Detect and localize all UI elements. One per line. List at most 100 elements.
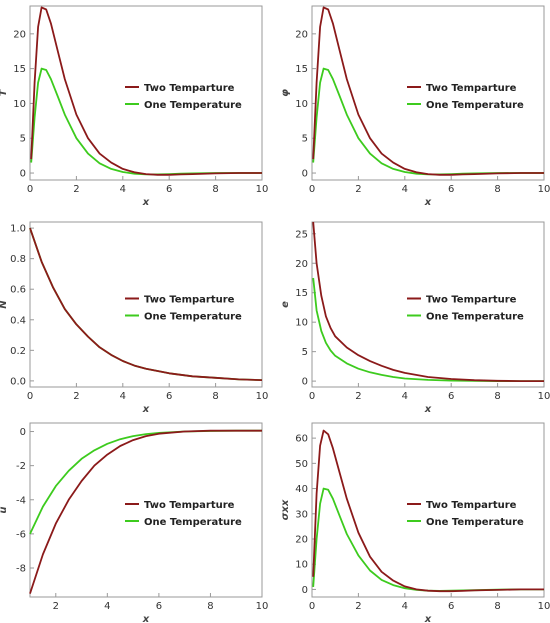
y-tick-label: 60 — [295, 434, 308, 445]
plot-frame — [311, 221, 545, 388]
x-tick-label: 8 — [212, 184, 218, 195]
legend-label-two: Two Temparture — [426, 295, 517, 306]
x-tick-label: 6 — [448, 601, 454, 612]
y-tick-label: 5 — [20, 134, 26, 145]
x-tick-label: 6 — [166, 184, 172, 195]
x-tick-label: 6 — [166, 391, 172, 402]
y-tick-label: 10 — [295, 99, 308, 110]
chart-panel-4: 0 2 4 6 8 10 0 5 10 15 20 25 x e Two Temparture One Tem… — [280, 221, 550, 415]
y-tick-label: 10 — [13, 99, 26, 110]
x-tick-label: 2 — [355, 184, 361, 195]
x-tick-label: 6 — [156, 601, 162, 612]
legend: Two Temparture One Temperature — [407, 83, 524, 111]
y-tick-label: 10 — [295, 560, 308, 571]
y-axis-label: e — [280, 301, 291, 308]
x-tick-label: 10 — [538, 184, 550, 195]
x-tick-label: 0 — [309, 184, 315, 195]
legend-label-one: One Temperature — [144, 517, 242, 528]
x-axis-label: x — [142, 197, 150, 208]
y-axis-label: N — [0, 300, 9, 309]
x-tick-label: 2 — [73, 184, 79, 195]
x-tick-label: 4 — [402, 184, 408, 195]
y-tick-label: 20 — [295, 29, 308, 40]
y-tick-label: 20 — [295, 259, 308, 270]
series-line-two-temperature — [29, 227, 263, 381]
x-tick-label: 4 — [120, 184, 126, 195]
x-tick-label: 10 — [256, 601, 269, 612]
chart-panel-5: 2 4 6 8 10 -8 -6 -4 -2 0 x u Two Temparture One Tempe… — [0, 422, 269, 623]
x-tick-label: 2 — [53, 601, 59, 612]
legend-label-one: One Temperature — [426, 312, 524, 323]
series-line-one-temperature — [312, 277, 544, 383]
series-line-two-temperature — [312, 429, 544, 593]
x-tick-label: 4 — [402, 601, 408, 612]
legend: Two Temparture One Temperature — [125, 83, 242, 111]
x-tick-label: 0 — [27, 391, 33, 402]
x-tick-label: 6 — [448, 391, 454, 402]
y-tick-label: 0 — [302, 377, 308, 388]
plot-frame — [311, 422, 545, 598]
y-tick-label: -8 — [16, 564, 26, 575]
y-tick-label: 0 — [20, 169, 26, 180]
plot-frame — [29, 422, 263, 598]
y-tick-label: -4 — [16, 495, 26, 506]
y-tick-label: 0.4 — [10, 315, 26, 326]
x-tick-label: 10 — [256, 391, 269, 402]
x-tick-label: 8 — [494, 184, 500, 195]
x-tick-label: 2 — [355, 391, 361, 402]
legend: Two Temparture One Temperature — [407, 295, 524, 323]
legend-label-one: One Temperature — [144, 100, 242, 111]
y-tick-label: 0 — [302, 585, 308, 596]
y-tick-label: 0.6 — [10, 285, 26, 296]
y-tick-label: 1.0 — [10, 224, 26, 235]
y-tick-label: 10 — [295, 318, 308, 329]
y-tick-label: 0.2 — [10, 346, 26, 357]
y-tick-label: 20 — [13, 29, 26, 40]
x-tick-label: 6 — [448, 184, 454, 195]
legend-label-one: One Temperature — [144, 312, 242, 323]
x-tick-label: 0 — [27, 184, 33, 195]
plot-frame — [29, 221, 263, 388]
x-tick-label: 8 — [494, 601, 500, 612]
y-tick-label: 15 — [295, 288, 308, 299]
x-axis-label: x — [142, 614, 150, 623]
x-tick-label: 4 — [120, 391, 126, 402]
series-line-two-temperature — [30, 6, 262, 176]
y-tick-label: -2 — [16, 461, 26, 472]
y-axis-label: σxx — [280, 499, 291, 520]
x-tick-label: 2 — [73, 391, 79, 402]
x-tick-label: 10 — [538, 391, 550, 402]
y-tick-label: 15 — [13, 64, 26, 75]
x-axis-label: x — [424, 197, 432, 208]
y-tick-label: 30 — [295, 509, 308, 520]
y-tick-label: 0 — [302, 169, 308, 180]
legend-label-one: One Temperature — [426, 517, 524, 528]
y-tick-label: 5 — [302, 347, 308, 358]
legend: Two Temparture One Temperature — [125, 295, 242, 323]
x-axis-label: x — [424, 404, 432, 415]
y-tick-label: 5 — [302, 134, 308, 145]
legend-label-two: Two Temparture — [144, 83, 235, 94]
y-tick-label: 0 — [20, 427, 26, 438]
series-line-two-temperature — [29, 429, 262, 594]
y-axis-label: T — [0, 88, 9, 96]
x-axis-label: x — [424, 614, 432, 623]
x-tick-label: 4 — [104, 601, 110, 612]
x-tick-label: 2 — [355, 601, 361, 612]
x-axis-label: x — [142, 404, 150, 415]
y-tick-label: 0.8 — [10, 254, 26, 265]
chart-panel-6: 0 2 4 6 8 10 0 10 20 30 40 50 60 x σxx Two Temparture On… — [280, 422, 550, 623]
x-tick-label: 10 — [538, 601, 550, 612]
y-axis-label: φ — [280, 89, 291, 97]
legend-label-two: Two Temparture — [144, 500, 235, 511]
x-tick-label: 10 — [256, 184, 269, 195]
legend: Two Temparture One Temperature — [125, 500, 242, 528]
x-tick-label: 8 — [494, 391, 500, 402]
legend-label-two: Two Temparture — [144, 295, 235, 306]
y-tick-label: 50 — [295, 459, 308, 470]
x-tick-label: 8 — [212, 391, 218, 402]
y-tick-label: 0.0 — [10, 376, 26, 387]
chart-panel-1: 0 2 4 6 8 10 0 5 10 15 20 x T Two Temparture One Tempe… — [0, 5, 269, 208]
legend-label-one: One Temperature — [426, 100, 524, 111]
x-tick-label: 4 — [402, 391, 408, 402]
